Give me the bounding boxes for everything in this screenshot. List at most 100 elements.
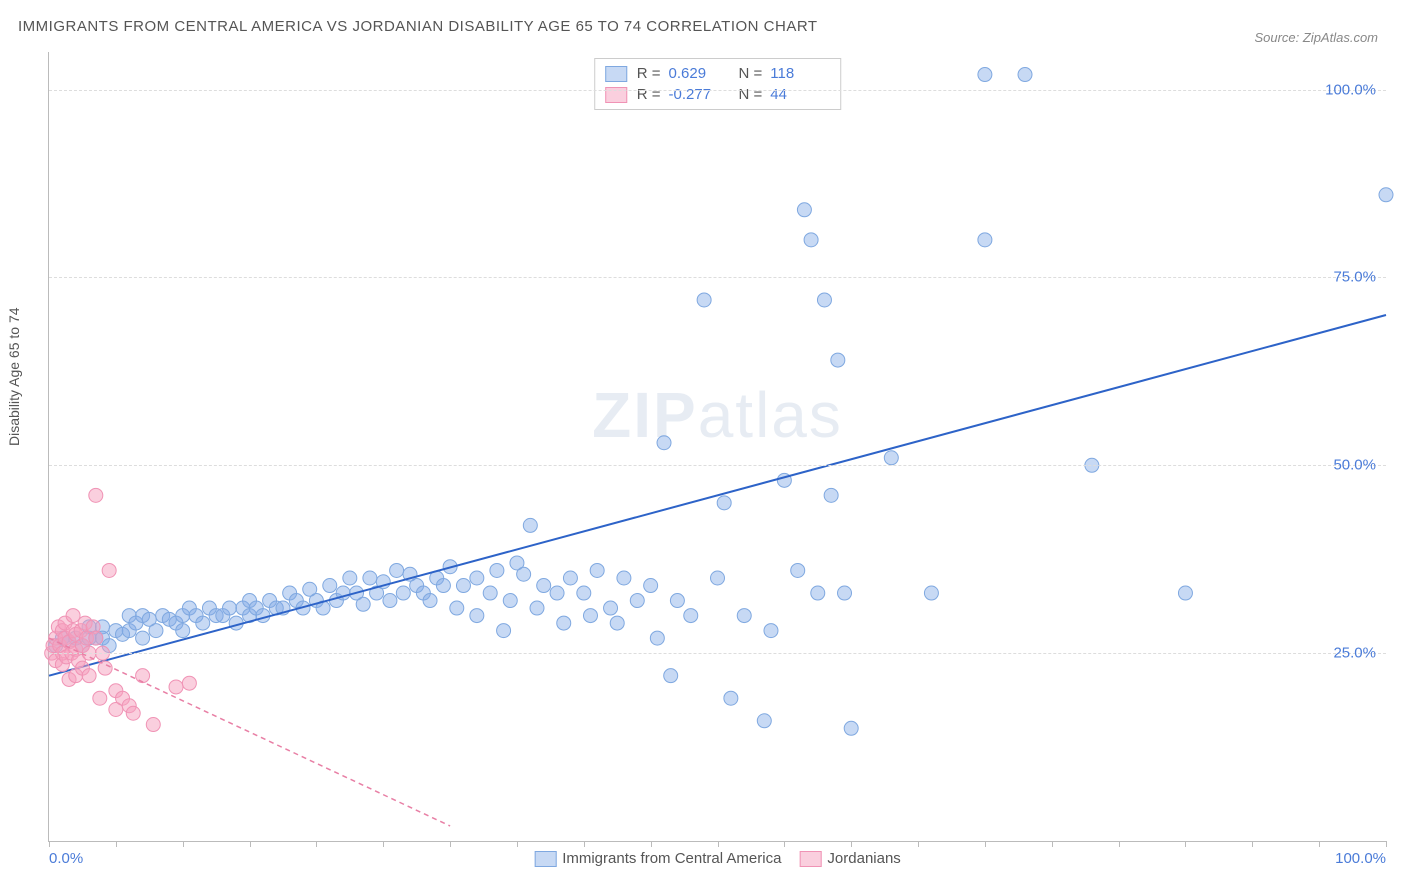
r-value-0: 0.629 — [669, 65, 729, 82]
xtick — [250, 841, 251, 847]
legend-stats-row-0: R = 0.629 N = 118 — [605, 63, 831, 84]
data-point — [89, 631, 103, 645]
data-point — [436, 579, 450, 593]
data-point — [884, 451, 898, 465]
data-point — [844, 721, 858, 735]
data-point — [456, 579, 470, 593]
legend-stats: R = 0.629 N = 118 R = -0.277 N = 44 — [594, 58, 842, 110]
y-axis-label: Disability Age 65 to 74 — [6, 307, 22, 446]
data-point — [757, 714, 771, 728]
legend-label-1: Jordanians — [827, 850, 900, 867]
data-point — [817, 293, 831, 307]
data-point — [356, 597, 370, 611]
data-point — [176, 624, 190, 638]
data-point — [664, 669, 678, 683]
data-point — [583, 609, 597, 623]
data-point — [146, 718, 160, 732]
xtick — [517, 841, 518, 847]
n-value-1: 44 — [770, 86, 830, 103]
xtick — [1386, 841, 1387, 847]
chart-svg — [49, 52, 1386, 841]
trend-line — [49, 315, 1386, 676]
data-point — [423, 594, 437, 608]
legend-item-0: Immigrants from Central America — [534, 850, 781, 867]
gridline-h — [49, 465, 1386, 466]
data-point — [102, 563, 116, 577]
swatch-bottom-1 — [799, 851, 821, 867]
data-point — [222, 601, 236, 615]
source-attribution: Source: ZipAtlas.com — [1254, 30, 1378, 45]
plot-area: ZIPatlas R = 0.629 N = 118 R = -0.277 N … — [48, 52, 1386, 842]
data-point — [630, 594, 644, 608]
data-point — [563, 571, 577, 585]
xtick — [450, 841, 451, 847]
data-point — [450, 601, 464, 615]
data-point — [764, 624, 778, 638]
data-point — [644, 579, 658, 593]
data-point — [470, 571, 484, 585]
data-point — [149, 624, 163, 638]
data-point — [791, 563, 805, 577]
xtick — [718, 841, 719, 847]
data-point — [831, 353, 845, 367]
legend-label-0: Immigrants from Central America — [562, 850, 781, 867]
xtick — [116, 841, 117, 847]
data-point — [93, 691, 107, 705]
data-point — [670, 594, 684, 608]
gridline-h — [49, 653, 1386, 654]
data-point — [136, 669, 150, 683]
data-point — [711, 571, 725, 585]
data-point — [182, 676, 196, 690]
data-point — [490, 563, 504, 577]
data-point — [650, 631, 664, 645]
xtick — [1185, 841, 1186, 847]
xtick — [183, 841, 184, 847]
data-point — [684, 609, 698, 623]
r-value-1: -0.277 — [669, 86, 729, 103]
xtick — [1119, 841, 1120, 847]
gridline-h — [49, 90, 1386, 91]
data-point — [604, 601, 618, 615]
data-point — [323, 579, 337, 593]
xtick-label: 100.0% — [1335, 850, 1386, 867]
ytick-label: 100.0% — [1325, 81, 1376, 98]
xtick — [784, 841, 785, 847]
data-point — [590, 563, 604, 577]
swatch-bottom-0 — [534, 851, 556, 867]
xtick — [1252, 841, 1253, 847]
data-point — [136, 631, 150, 645]
trend-line — [49, 638, 450, 826]
ytick-label: 25.0% — [1333, 645, 1376, 662]
data-point — [503, 594, 517, 608]
legend-item-1: Jordanians — [799, 850, 900, 867]
data-point — [577, 586, 591, 600]
ytick-label: 50.0% — [1333, 457, 1376, 474]
xtick — [49, 841, 50, 847]
data-point — [82, 669, 96, 683]
data-point — [517, 567, 531, 581]
data-point — [256, 609, 270, 623]
data-point — [343, 571, 357, 585]
xtick — [918, 841, 919, 847]
legend-series: Immigrants from Central America Jordania… — [534, 850, 901, 867]
xtick — [651, 841, 652, 847]
data-point — [363, 571, 377, 585]
data-point — [196, 616, 210, 630]
xtick — [316, 841, 317, 847]
data-point — [557, 616, 571, 630]
data-point — [978, 233, 992, 247]
data-point — [811, 586, 825, 600]
xtick — [584, 841, 585, 847]
data-point — [169, 680, 183, 694]
data-point — [483, 586, 497, 600]
data-point — [126, 706, 140, 720]
data-point — [804, 233, 818, 247]
data-point — [1018, 68, 1032, 82]
xtick-label: 0.0% — [49, 850, 83, 867]
data-point — [797, 203, 811, 217]
data-point — [724, 691, 738, 705]
data-point — [617, 571, 631, 585]
data-point — [717, 496, 731, 510]
ytick-label: 75.0% — [1333, 269, 1376, 286]
data-point — [824, 488, 838, 502]
